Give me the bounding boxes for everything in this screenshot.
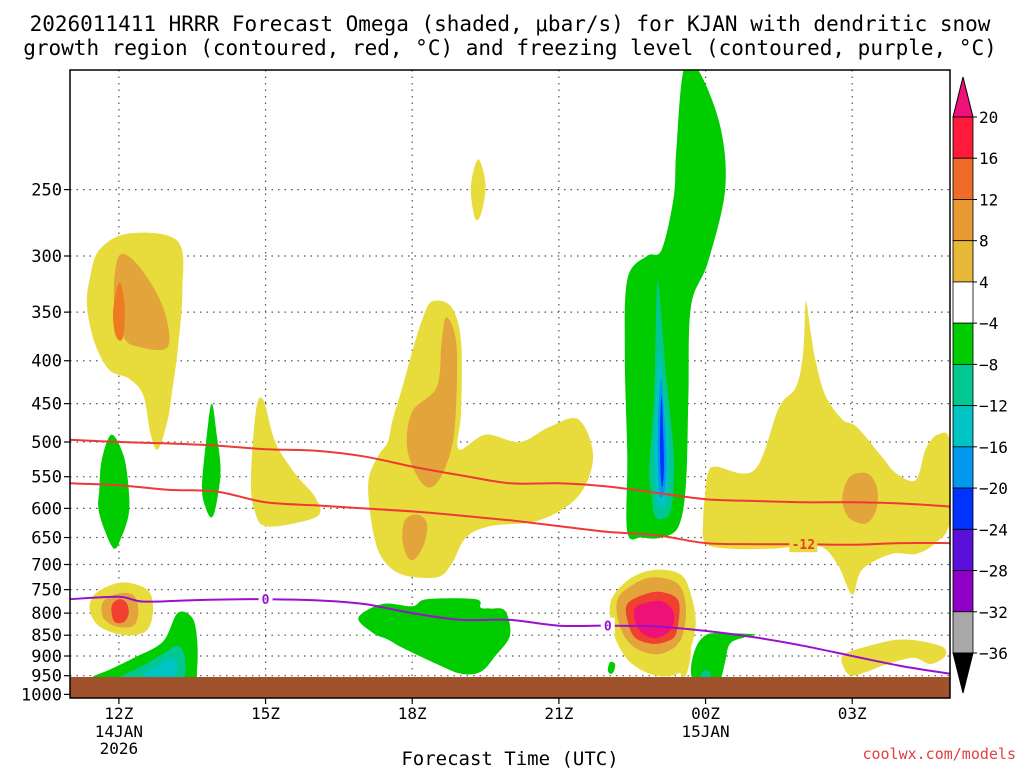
colorbar-label: 16	[979, 149, 998, 168]
colorbar-segment	[952, 570, 974, 613]
y-axis: 2503003504004505005506006507007508008509…	[21, 181, 70, 705]
x-tick-label: 21Z	[544, 704, 573, 723]
omega-region-yellow	[702, 301, 950, 595]
omega-region-green	[358, 598, 511, 675]
chart-title-line2: growth region (contoured, red, °C) and f…	[23, 36, 997, 60]
freezing-level-label: 0	[604, 620, 612, 635]
omega-region-yellow	[470, 159, 486, 221]
y-tick-label: 850	[31, 626, 62, 646]
y-tick-label: 1000	[21, 685, 62, 705]
freezing-label-bg	[258, 591, 273, 608]
y-tick-label: 650	[31, 529, 62, 549]
colorbar-label: −12	[979, 397, 1008, 416]
chart-title-line1: 2026011411 HRRR Forecast Omega (shaded, …	[30, 12, 991, 36]
omega-region-yellow	[368, 300, 594, 579]
colorbar-segment	[952, 322, 974, 365]
omega-shading-layer	[86, 70, 950, 691]
omega-region-green	[624, 70, 726, 540]
y-tick-label: 700	[31, 556, 62, 576]
colorbar: 20 16 12 8 4 −4 −8 −12 −16 −20 −24 −28 −32 −36	[952, 76, 1008, 694]
x-tick-label: 18Z	[398, 704, 427, 723]
x-tick-label: 03Z	[838, 704, 867, 723]
colorbar-segment	[952, 116, 974, 159]
colorbar-top-arrow	[952, 76, 974, 118]
colorbar-label: −8	[979, 355, 998, 374]
colorbar-segment	[952, 528, 974, 571]
omega-region-blue	[659, 395, 665, 488]
dsgz-label-bg	[789, 536, 818, 553]
colorbar-segment	[952, 199, 974, 242]
omega-region-green	[607, 661, 616, 674]
y-tick-label: 500	[31, 433, 62, 453]
omega-region-yellow	[676, 639, 692, 678]
y-tick-label: 400	[31, 352, 62, 372]
y-tick-label: 350	[31, 303, 62, 323]
colorbar-label: −20	[979, 479, 1008, 498]
y-tick-label: 750	[31, 581, 62, 601]
freezing-label-bg	[600, 617, 615, 634]
colorbar-segment	[952, 363, 974, 407]
x-tick-sublabel: 2026	[100, 739, 139, 758]
omega-region-orange	[406, 317, 458, 488]
y-tick-label: 800	[31, 604, 62, 624]
colorbar-label: 4	[979, 273, 989, 292]
freezing-level-line	[70, 595, 950, 675]
colorbar-label: 20	[979, 108, 998, 127]
x-tick-label: 00Z	[691, 704, 720, 723]
ground-below-surface	[70, 677, 950, 698]
x-tick-sublabel: 15JAN	[681, 722, 729, 741]
dsgz-contour-label: -12	[792, 538, 815, 553]
y-tick-label: 300	[31, 247, 62, 267]
colorbar-label: −36	[979, 644, 1008, 663]
x-tick-label: 12Z	[104, 704, 133, 723]
x-axis-title: Forecast Time (UTC)	[401, 748, 618, 768]
colorbar-segment	[952, 281, 974, 324]
x-tick-label: 15Z	[251, 704, 280, 723]
omega-region-green	[201, 403, 221, 518]
omega-region-green	[98, 434, 130, 549]
colorbar-segment	[952, 240, 974, 283]
omega-region-orange	[113, 253, 170, 351]
colorbar-segment	[952, 611, 974, 654]
omega-region-yellow	[841, 639, 947, 676]
plot-frame	[69, 69, 951, 699]
omega-region-cyan	[143, 657, 178, 682]
colorbar-label: −28	[979, 562, 1008, 581]
colorbar-segment	[952, 157, 974, 200]
dsgz-contour-line	[70, 438, 950, 508]
y-tick-label: 450	[31, 395, 62, 415]
freezing-level-label: 0	[262, 593, 270, 608]
omega-region-yellow	[250, 397, 321, 527]
colorbar-bottom-arrow	[952, 652, 974, 694]
colorbar-label: −24	[979, 520, 1008, 539]
y-tick-label: 250	[31, 181, 62, 201]
colorbar-label: −32	[979, 603, 1008, 622]
y-tick-label: 950	[31, 667, 62, 687]
omega-region-red_orange	[111, 599, 129, 624]
x-tick-sublabel: 14JAN	[95, 722, 143, 741]
ground-layer	[70, 677, 950, 698]
omega-region-dark_orange	[112, 282, 125, 341]
y-tick-label: 600	[31, 499, 62, 519]
colorbar-label: −16	[979, 438, 1008, 457]
watermark: coolwx.com/models	[862, 745, 1016, 763]
y-tick-label: 550	[31, 468, 62, 488]
colorbar-segment	[952, 487, 974, 530]
colorbar-label: −4	[979, 314, 998, 333]
colorbar-segment	[952, 446, 974, 489]
y-tick-label: 900	[31, 647, 62, 667]
contour-line-layer: -12 0 0	[70, 438, 950, 675]
omega-region-orange	[842, 472, 878, 524]
colorbar-label: 8	[979, 232, 989, 251]
omega-region-magenta	[633, 600, 675, 638]
omega-region-orange	[402, 514, 428, 561]
colorbar-label: 12	[979, 190, 998, 209]
colorbar-segment	[952, 405, 974, 448]
